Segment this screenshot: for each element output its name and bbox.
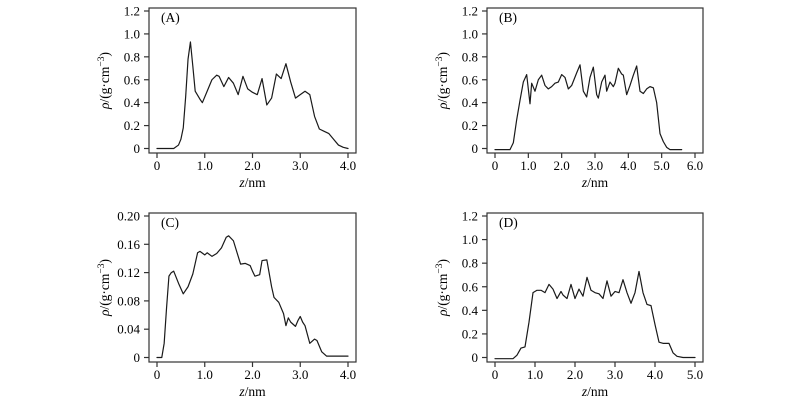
y-tick-label: 0.08 bbox=[117, 293, 140, 308]
x-axis-label: z/nm bbox=[581, 384, 609, 399]
x-tick-label: 0 bbox=[492, 367, 499, 382]
x-tick-label: 1.0 bbox=[197, 158, 213, 173]
panel-b: 0 1.0 2.0 3.0 4.0 5.0 6.0 0 0.2 0.4 0.6 0.8 1.0 1.2 z/… bbox=[400, 0, 800, 203]
x-tick-label: 2.0 bbox=[244, 367, 260, 382]
y-tick-label: 0.2 bbox=[462, 118, 478, 133]
x-tick-label: 5.0 bbox=[687, 367, 703, 382]
x-tick-label: 0 bbox=[154, 367, 161, 382]
x-tick-label: 3.0 bbox=[292, 158, 308, 173]
y-tick-label: 0.04 bbox=[117, 322, 140, 337]
y-tick-label: 0.8 bbox=[124, 49, 140, 64]
x-tick-label: 2.0 bbox=[554, 158, 570, 173]
y-axis-label: ρ/(g·cm−3) bbox=[97, 52, 112, 110]
x-tick-label: 4.0 bbox=[647, 367, 663, 382]
x-tick-label: 3.0 bbox=[587, 158, 603, 173]
x-tick-label: 2.0 bbox=[567, 367, 583, 382]
x-tick-label: 0 bbox=[154, 158, 161, 173]
x-axis-label: z/nm bbox=[238, 384, 266, 399]
y-tick-label: 0 bbox=[472, 141, 479, 156]
density-curve bbox=[156, 235, 349, 359]
y-tick-label: 0.6 bbox=[124, 72, 141, 87]
panel-d: 0 1.0 2.0 3.0 4.0 5.0 0 0.2 0.4 0.6 0.8 1.0 1.2 z/nm ρ… bbox=[400, 204, 800, 407]
y-axis-label: ρ/(g·cm−3) bbox=[435, 259, 450, 317]
x-axis-label: z/nm bbox=[238, 175, 266, 190]
x-tick-label: 4.0 bbox=[620, 158, 636, 173]
x-tick-label: 3.0 bbox=[607, 367, 623, 382]
y-tick-label: 0 bbox=[134, 350, 141, 365]
x-tick-label: 5.0 bbox=[654, 158, 670, 173]
y-tick-label: 0.4 bbox=[462, 95, 479, 110]
y-axis-label: ρ/(g·cm−3) bbox=[97, 259, 112, 317]
x-tick-label: 1.0 bbox=[527, 367, 543, 382]
panel-d-chart: 0 1.0 2.0 3.0 4.0 5.0 0 0.2 0.4 0.6 0.8 1.0 1.2 z/nm ρ… bbox=[435, 209, 704, 399]
y-tick-label: 0.16 bbox=[117, 237, 140, 252]
y-tick-label: 0.20 bbox=[117, 209, 140, 224]
x-tick-label: 0 bbox=[492, 158, 499, 173]
y-tick-label: 1.0 bbox=[124, 26, 140, 41]
y-tick-label: 1.2 bbox=[462, 209, 478, 224]
panel-label: (D) bbox=[499, 215, 518, 230]
panel-label: (B) bbox=[499, 10, 517, 25]
x-tick-label: 6.0 bbox=[687, 158, 703, 173]
y-tick-label: 0.2 bbox=[124, 118, 140, 133]
plot-frame bbox=[486, 212, 704, 363]
y-tick-label: 0.2 bbox=[462, 326, 478, 341]
y-tick-label: 0.6 bbox=[462, 279, 479, 294]
y-tick-label: 0.12 bbox=[117, 265, 140, 280]
x-tick-label: 4.0 bbox=[340, 367, 356, 382]
panel-a-chart: 0 1.0 2.0 3.0 4.0 0 0.2 0.4 0.6 0.8 1.0 1.2 z/nm ρ/(g… bbox=[97, 4, 357, 190]
y-tick-label: 0.6 bbox=[462, 72, 479, 87]
y-tick-label: 0.8 bbox=[462, 49, 478, 64]
panel-a: 0 1.0 2.0 3.0 4.0 0 0.2 0.4 0.6 0.8 1.0 1.2 z/nm ρ/(g… bbox=[0, 0, 400, 203]
density-curve bbox=[494, 270, 696, 360]
y-tick-label: 1.0 bbox=[462, 26, 478, 41]
panel-label: (C) bbox=[161, 215, 179, 230]
y-axis-label: ρ/(g·cm−3) bbox=[435, 52, 450, 110]
panel-c-chart: 0 1.0 2.0 3.0 4.0 0 0.04 0.08 0.12 0.16 0.20 z/nm ρ/… bbox=[97, 209, 357, 399]
panel-b-chart: 0 1.0 2.0 3.0 4.0 5.0 6.0 0 0.2 0.4 0.6 0.8 1.0 1.2 z/… bbox=[435, 4, 704, 190]
density-curve bbox=[156, 41, 349, 150]
y-tick-label: 0 bbox=[134, 141, 141, 156]
x-axis-label: z/nm bbox=[581, 175, 609, 190]
x-tick-label: 2.0 bbox=[244, 158, 260, 173]
y-tick-label: 0.8 bbox=[462, 256, 478, 271]
y-tick-label: 0.4 bbox=[124, 95, 141, 110]
y-tick-label: 1.0 bbox=[462, 232, 478, 247]
x-tick-label: 1.0 bbox=[197, 367, 213, 382]
panel-c: 0 1.0 2.0 3.0 4.0 0 0.04 0.08 0.12 0.16 0.20 z/nm ρ/… bbox=[0, 204, 400, 407]
x-tick-label: 3.0 bbox=[292, 367, 308, 382]
y-tick-label: 0.4 bbox=[462, 303, 479, 318]
density-curve bbox=[494, 64, 683, 151]
y-tick-label: 0 bbox=[472, 350, 479, 365]
y-tick-label: 1.2 bbox=[124, 4, 140, 19]
x-tick-label: 1.0 bbox=[520, 158, 536, 173]
y-tick-label: 1.2 bbox=[462, 4, 478, 19]
x-tick-label: 4.0 bbox=[340, 158, 356, 173]
panel-label: (A) bbox=[161, 10, 180, 25]
